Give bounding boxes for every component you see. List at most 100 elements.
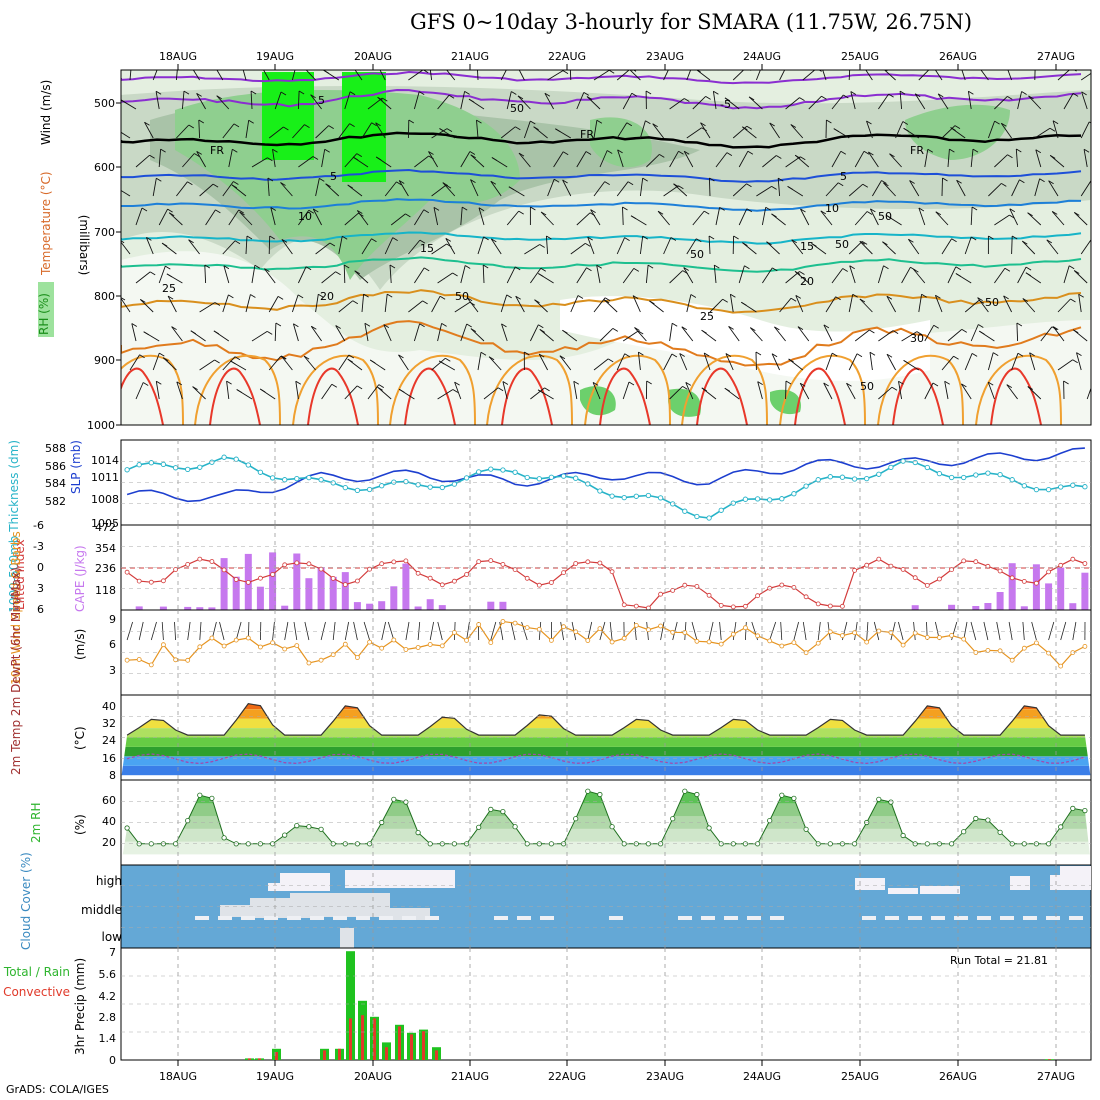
wind-barb-feather (988, 235, 994, 240)
wind-barb-feather (587, 236, 593, 241)
wind-barb-feather (1046, 239, 1053, 244)
wind-barb-feather (538, 353, 545, 358)
cloud-middle-fragment (333, 916, 347, 920)
cloud-level-label: low (102, 930, 123, 944)
wind-barb (298, 156, 314, 168)
wind-barb-feather (323, 70, 329, 74)
wind-barb-feather (713, 90, 719, 95)
wind-barb-feather (226, 380, 232, 385)
wind-barb (466, 297, 479, 313)
thickness-label: 1000-500mb Thickness (dm) (7, 440, 21, 613)
wind-barb (692, 96, 706, 110)
date-label-bottom: 19AUG (256, 1070, 294, 1083)
lifted-index-point (500, 562, 506, 567)
wind-barb (632, 295, 641, 313)
wind-barb-feather (1088, 121, 1091, 124)
wind-barb-feather (439, 295, 446, 300)
wind-barb (868, 151, 879, 168)
wind-barb-feather (683, 150, 690, 155)
wind-barb-feather (771, 353, 778, 358)
wind10m-barb (405, 621, 410, 641)
wind-barb (361, 294, 365, 313)
wind-barb-feather (944, 380, 950, 385)
wind-barb-feather (586, 96, 593, 100)
wind-barb (192, 386, 206, 400)
wind-barb (725, 353, 734, 371)
wind-barb-feather (162, 357, 169, 362)
wind-barb-feather (293, 323, 299, 328)
li-label: Lifted Index (13, 539, 27, 610)
wind-barb (848, 183, 864, 197)
wind-barb-feather (491, 157, 498, 161)
wind-barb (477, 352, 482, 371)
wind-barb-feather (408, 119, 415, 124)
wind-barb-feather (121, 297, 126, 301)
wind-barb-feather (774, 326, 780, 331)
rh2m-point (597, 791, 603, 798)
lifted-index-point (827, 603, 833, 609)
wind-barb (530, 387, 545, 400)
wind-barb (367, 97, 383, 110)
wind-barb-feather (696, 238, 702, 243)
wind-barb-feather (1017, 352, 1024, 357)
wind-barb-feather (671, 353, 678, 358)
lifted-index-point (585, 559, 591, 565)
wind-barb-feather (389, 264, 396, 269)
lifted-index-point (318, 566, 324, 572)
wind-barb-feather (246, 235, 253, 240)
wind-barb (1015, 148, 1019, 168)
wind-barb (732, 70, 745, 81)
wind-barb-feather (248, 119, 254, 124)
wind-barb (377, 386, 392, 400)
wind-barb-feather (149, 154, 155, 159)
wind-barb (994, 268, 1006, 284)
wind-barb (964, 236, 972, 255)
wind-barb (518, 70, 525, 81)
wind-barb-feather (539, 244, 545, 248)
wind-barb (937, 93, 949, 110)
rh2m-point (209, 795, 215, 801)
wind-barb-feather (176, 381, 183, 386)
wind-barb (941, 177, 943, 197)
rh-low-blob-3 (770, 389, 801, 415)
wind-barb-feather (870, 208, 876, 213)
wind-barb (222, 294, 229, 313)
wind-barb-feather (868, 151, 874, 156)
lifted-index-point (937, 576, 942, 582)
wind-barb (941, 355, 954, 371)
wind10m-barb (174, 621, 176, 641)
wind-barb-feather (951, 238, 957, 243)
lifted-index-point (1046, 569, 1051, 575)
wind-barb-feather (444, 66, 449, 69)
wind-barb-feather (856, 353, 863, 358)
wind-barb (547, 70, 564, 81)
wind10m-point (148, 662, 154, 668)
contour-label: 50 (455, 290, 469, 303)
cape-bar (184, 606, 192, 610)
wind-barb-feather (377, 64, 382, 67)
temp-contour-35 (501, 367, 553, 425)
wind-barb (530, 268, 542, 284)
wind-barb-feather (646, 380, 652, 385)
cloud-block (920, 886, 960, 894)
date-label-top: 19AUG (256, 50, 294, 63)
wind10m-barb (970, 621, 977, 641)
wind-barb-feather (823, 382, 829, 387)
wind-barb-feather (214, 65, 219, 68)
wind-barb (291, 70, 296, 81)
wind-barb-feather (603, 299, 610, 304)
wind10m-point (621, 635, 627, 641)
wind10m-barb (387, 621, 395, 641)
wind-barb-feather (586, 267, 592, 272)
wind-barb-feather (250, 90, 257, 95)
contour-label: 5 (318, 94, 325, 107)
wind-barb-feather (357, 210, 363, 214)
precip-conv-bar (338, 1048, 341, 1060)
lifted-index-point (840, 603, 845, 609)
cape-bar (293, 553, 301, 610)
wind-barb-feather (470, 328, 477, 332)
wind-barb-feather (577, 295, 584, 299)
wind-barb (280, 182, 293, 197)
wind-barb (872, 180, 882, 197)
wind-barb-feather (398, 388, 405, 393)
